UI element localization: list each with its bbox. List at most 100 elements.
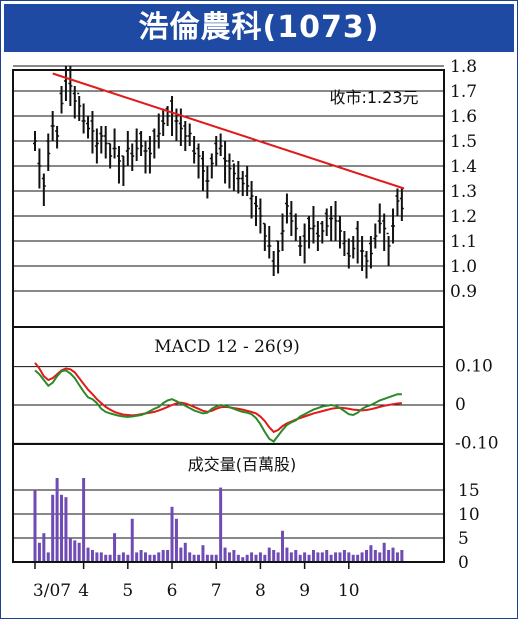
- volume-bar: [223, 547, 227, 562]
- volume-bars: [33, 478, 404, 562]
- volume-bar: [205, 554, 209, 562]
- x-tick-label: 8: [255, 581, 266, 601]
- volume-bar: [241, 557, 245, 562]
- volume-bar: [289, 552, 293, 562]
- volume-tick-label: 0: [458, 553, 469, 573]
- volume-tick-label: 15: [458, 481, 480, 501]
- volume-bar: [130, 518, 134, 562]
- volume-bar: [197, 554, 201, 562]
- macd-title: MACD 12 - 26(9): [154, 337, 300, 357]
- volume-bar: [360, 552, 364, 562]
- volume-bar: [347, 552, 351, 562]
- volume-bar: [276, 552, 280, 562]
- macd-tick-label: 0: [455, 395, 466, 415]
- title-banner: 浩倫農科(1073): [4, 4, 514, 52]
- price-tick-label: 1.4: [450, 157, 477, 177]
- x-tick-label: 4: [78, 581, 89, 601]
- volume-bar: [294, 550, 298, 562]
- volume-bar: [46, 552, 50, 562]
- volume-bar: [329, 554, 333, 562]
- volume-bar: [378, 552, 382, 562]
- volume-bar: [174, 518, 178, 562]
- volume-bar: [311, 550, 315, 562]
- volume-bar: [219, 487, 223, 562]
- volume-bar: [214, 554, 218, 562]
- volume-bar: [285, 547, 289, 562]
- volume-bar: [73, 540, 77, 562]
- volume-bar: [307, 554, 311, 562]
- x-tick-label: 6: [167, 581, 178, 601]
- volume-bar: [139, 550, 143, 562]
- volume-tick-label: 10: [458, 505, 480, 525]
- volume-bar: [258, 552, 262, 562]
- volume-bar: [201, 545, 205, 562]
- volume-bar: [90, 550, 94, 562]
- volume-bar: [108, 554, 112, 562]
- volume-bar: [210, 554, 214, 562]
- macd-tick-label: -0.10: [455, 433, 499, 453]
- price-tick-label: 1.7: [450, 82, 477, 102]
- volume-bar: [192, 554, 196, 562]
- trend-line: [52, 72, 405, 190]
- volume-bar: [82, 478, 86, 562]
- price-tick-label: 1.0: [450, 257, 477, 277]
- signal-line: [34, 369, 402, 443]
- volume-bar: [148, 554, 152, 562]
- volume-bar: [387, 550, 391, 562]
- grid-layer: [13, 65, 444, 539]
- volume-bar: [382, 542, 386, 562]
- volume-bar: [325, 550, 329, 562]
- x-tick-label: 7: [211, 581, 222, 601]
- price-tick-label: 1.6: [450, 107, 477, 127]
- volume-bar: [144, 552, 147, 562]
- volume-title: 成交量(百萬股): [188, 455, 297, 474]
- volume-bar: [77, 542, 81, 562]
- volume-bar: [183, 542, 187, 562]
- volume-bar: [33, 490, 37, 562]
- price-series: [33, 66, 405, 279]
- macd-tick-label: 0.10: [455, 357, 493, 377]
- volume-bar: [157, 552, 161, 562]
- price-tick-label: 1.2: [450, 207, 477, 227]
- volume-bar: [303, 552, 307, 562]
- volume-bar: [351, 554, 355, 562]
- volume-bar: [320, 552, 324, 562]
- volume-bar: [391, 547, 395, 562]
- price-tick-label: 1.5: [450, 132, 477, 152]
- volume-bar: [227, 552, 231, 562]
- closing-price-label: 收市:1.23元: [329, 88, 418, 107]
- volume-bar: [232, 550, 236, 562]
- volume-bar: [245, 554, 249, 562]
- volume-bar: [334, 552, 338, 562]
- volume-bar: [170, 506, 174, 562]
- volume-bar: [369, 545, 373, 562]
- volume-bar: [68, 538, 72, 562]
- price-tick-label: 0.9: [450, 282, 477, 302]
- volume-tick-label: 5: [458, 529, 469, 549]
- volume-bar: [113, 533, 117, 562]
- volume-bar: [135, 552, 139, 562]
- price-tick-label: 1.8: [450, 57, 477, 77]
- volume-bar: [356, 554, 360, 562]
- volume-bar: [395, 552, 399, 562]
- volume-bar: [179, 547, 183, 562]
- volume-bar: [250, 552, 254, 562]
- volume-bar: [37, 542, 41, 562]
- macd-series: [34, 362, 402, 443]
- volume-bar: [373, 550, 377, 562]
- chart-title: 浩倫農科(1073): [138, 10, 380, 45]
- volume-bar: [316, 552, 320, 562]
- volume-bar: [161, 550, 165, 562]
- volume-bar: [263, 554, 267, 562]
- x-tick-label: 9: [299, 581, 310, 601]
- volume-bar: [55, 478, 59, 562]
- volume-bar: [267, 547, 271, 562]
- volume-bar: [86, 547, 90, 562]
- panel-frames: [12, 69, 445, 569]
- price-tick-label: 1.3: [450, 182, 477, 202]
- volume-bar: [254, 554, 258, 562]
- volume-bar: [51, 494, 55, 562]
- volume-bar: [338, 552, 342, 562]
- volume-bar: [117, 554, 121, 562]
